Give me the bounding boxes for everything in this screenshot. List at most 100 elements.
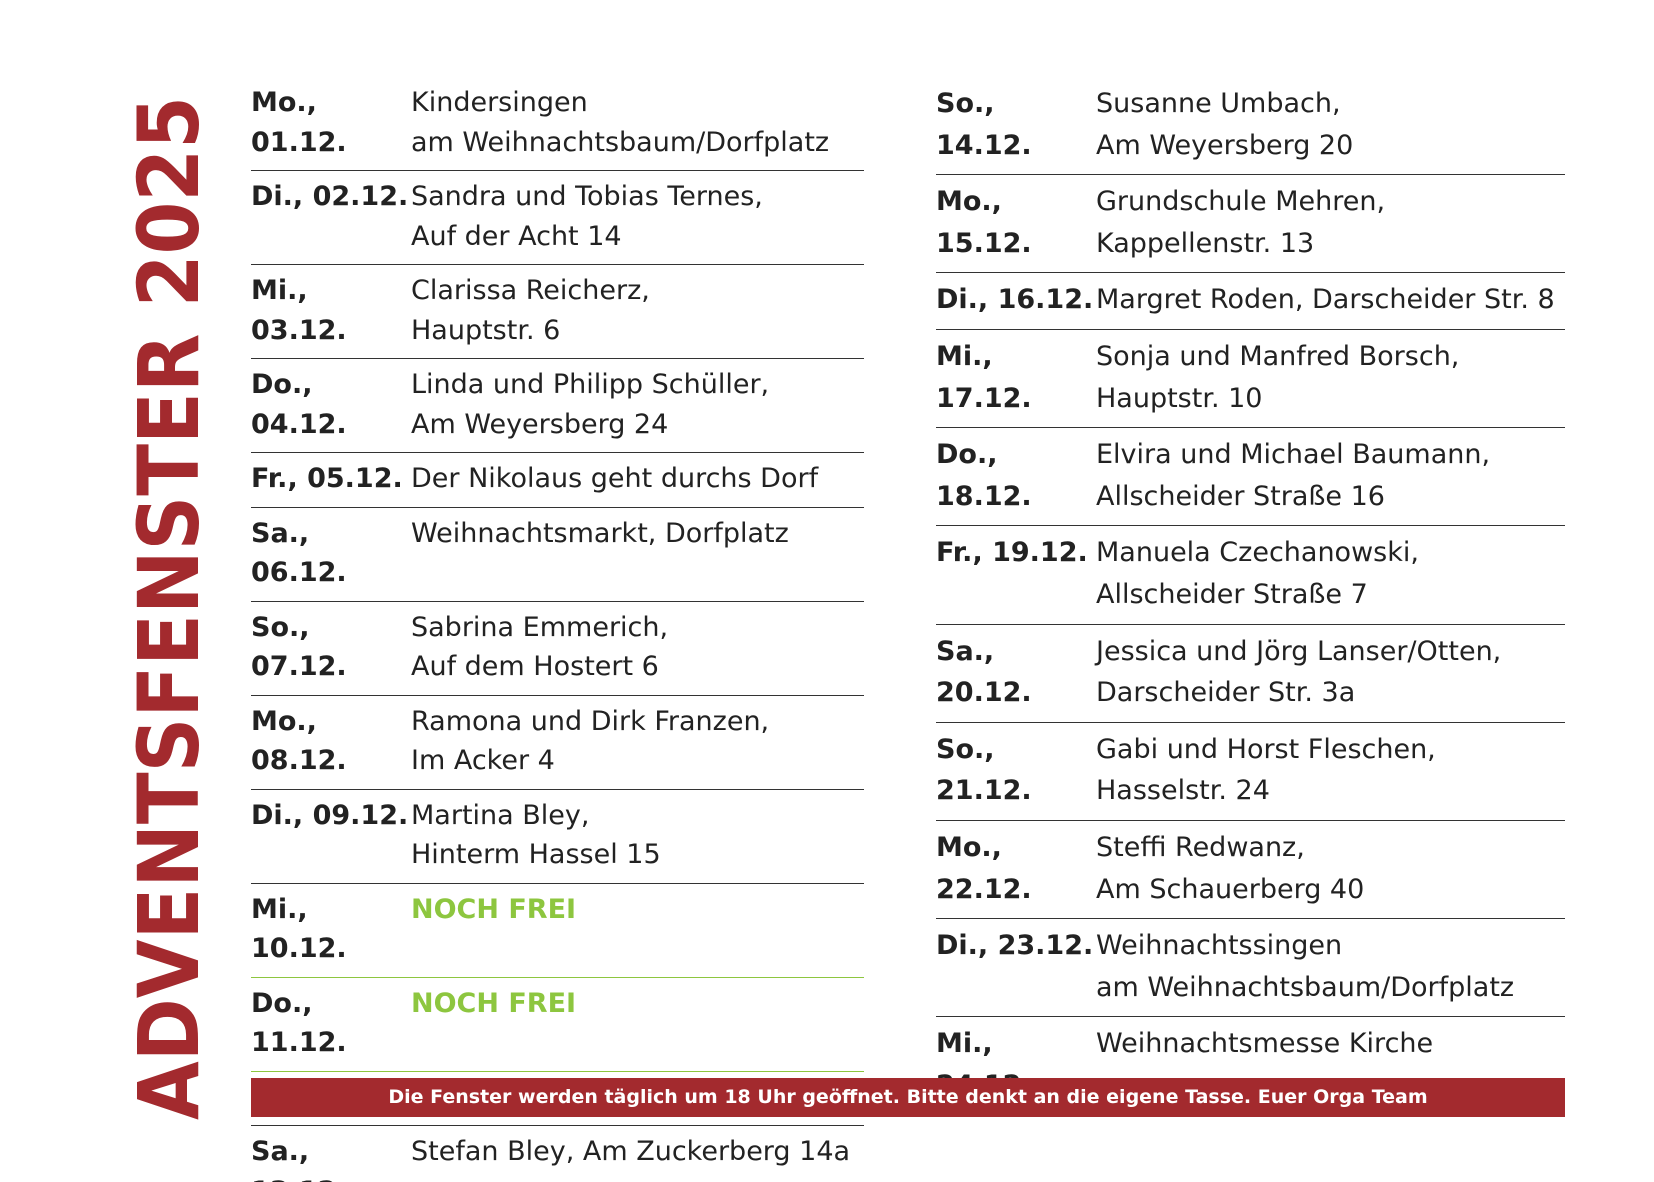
entry-line: Hauptstr. 10 — [1096, 382, 1263, 414]
entry-line: Weihnachtsmesse Kirche — [1096, 1028, 1434, 1060]
entry-date: Sa., 13.12. — [251, 1136, 347, 1182]
entry-row: So., 07.12. Sabrina Emmerich, Auf dem Host… — [251, 602, 864, 696]
entry-line: Auf dem Hostert 6 — [411, 651, 659, 682]
entry-line: Am Weyersberg 24 — [411, 408, 669, 440]
entry-date: Mi., 17.12. — [936, 340, 1032, 414]
entry-text: Steffi Redwanz, Am Schauerberg 40 — [1096, 827, 1364, 910]
entry-row: Di., 02.12. Sandra und Tobias Ternes, Auf … — [251, 171, 864, 265]
column: Mo., 01.12. Kindersingen am Weihnachtsbaum… — [251, 77, 864, 1182]
entry-line: am Weihnachtsbaum/Dorfplatz — [411, 126, 830, 158]
entry-row: Di., 23.12. Weihnachtssingen am Weihnachts… — [936, 919, 1565, 1018]
entry-date: Mo., 08.12. — [251, 705, 347, 777]
entry-text: Jessica und Jörg Lanser/Otten, Darscheide… — [1096, 631, 1501, 714]
entry-row: Sa., 20.12. Jessica und Jörg Lanser/Otten… — [936, 625, 1565, 723]
entry-date: Di., 16.12. — [936, 284, 1094, 316]
entry-line: Sandra und Tobias Ternes, — [411, 181, 763, 212]
entry-line: Margret Roden, Darscheider Str. 8 — [1096, 284, 1555, 316]
entry-text: Sandra und Tobias Ternes, Auf der Acht 14 — [411, 177, 763, 256]
entry-text: Gabi und Horst Fleschen, Hasselstr. 24 — [1096, 729, 1436, 812]
entry-row: Mi., 17.12. Sonja und Manfred Borsch, Haup… — [936, 330, 1565, 429]
entry-line: Clarissa Reicherz, — [411, 275, 650, 306]
entry-date: Di., 23.12. — [936, 930, 1094, 962]
entry-row: Fr., 05.12. Der Nikolaus geht durchs Dorf — [251, 453, 864, 508]
entry-date: Do., 18.12. — [936, 439, 1032, 512]
entry-date: Do., 04.12. — [251, 369, 347, 440]
entry-date: Mi., 10.12. — [251, 893, 347, 965]
entry-text: Weihnachtssingen am Weihnachtsbaum/Dorfpl… — [1096, 925, 1514, 1008]
entry-row: Sa., 06.12. Weihnachtsmarkt, Dorfplatz — [251, 508, 864, 602]
entry-line: Hasselstr. 24 — [1096, 775, 1270, 807]
entry-row: Mo., 15.12. Grundschule Mehren, Kappellens… — [936, 175, 1565, 274]
entry-line: Am Schauerberg 40 — [1096, 873, 1365, 905]
entry-line: Stefan Bley, Am Zuckerberg 14a — [411, 1136, 851, 1167]
column: So., 14.12. Susanne Umbach, Am Weyersberg … — [936, 77, 1565, 1114]
entry-row: Di., 16.12. Margret Roden, Darscheider St… — [936, 273, 1565, 330]
entry-text: Ramona und Dirk Franzen, Im Acker 4 — [411, 702, 769, 781]
entry-text: Susanne Umbach, Am Weyersberg 20 — [1096, 83, 1353, 166]
entry-text: Martina Bley, Hinterm Hassel 15 — [411, 796, 661, 875]
entry-text: Linda und Philipp Schüller, Am Weyersberg… — [411, 365, 769, 444]
entry-date: Mo., 15.12. — [936, 186, 1032, 259]
entry-row: Di., 09.12. Martina Bley, Hinterm Hassel 1… — [251, 790, 864, 884]
title-area: ADVENTSFENSTER 2025 — [120, 96, 218, 1120]
entry-line: Steffi Redwanz, — [1096, 831, 1305, 863]
entry-date: Sa., 06.12. — [251, 517, 347, 589]
entry-line: Weihnachtsmarkt, Dorfplatz — [411, 517, 789, 549]
entry-text: Weihnachtsmesse Kirche — [1096, 1023, 1433, 1106]
entry-line: Am Weyersberg 20 — [1096, 129, 1354, 161]
entry-text: Kindersingen am Weihnachtsbaum/Dorfplatz — [411, 83, 829, 162]
entry-line: Sabrina Emmerich, — [411, 611, 669, 643]
entry-line: am Weihnachtsbaum/Dorfplatz — [1096, 971, 1515, 1003]
entry-date: Do., 11.12. — [251, 987, 347, 1059]
footer: Die Fenster werden täglich um 18 Uhr geö… — [251, 1078, 1565, 1117]
entry-row: Mo., 22.12. Steffi Redwanz, Am Schauerberg… — [936, 821, 1565, 920]
entry-line: Elvira und Michael Baumann, — [1096, 439, 1491, 471]
entry-row: Mi., 03.12. Clarissa Reicherz, Hauptstr. 6 — [251, 265, 864, 359]
entry-line: Susanne Umbach, — [1096, 88, 1341, 119]
entry-line: Grundschule Mehren, — [1096, 186, 1386, 218]
entry-line: Ramona und Dirk Franzen, — [411, 705, 770, 737]
entry-row: Mo., 08.12. Ramona und Dirk Franzen, Im Ac… — [251, 696, 864, 790]
entry-line: Linda und Philipp Schüller, — [411, 369, 770, 400]
entry-text: NOCH FREI — [411, 890, 576, 969]
entry-line: Auf der Acht 14 — [411, 220, 622, 252]
entry-line: Der Nikolaus geht durchs Dorf — [411, 463, 819, 494]
entry-line: Gabi und Horst Fleschen, — [1096, 733, 1436, 765]
entry-row: Do., 11.12. NOCH FREI — [251, 978, 864, 1072]
entry-date: Mo., 01.12. — [251, 87, 347, 158]
entry-date: So., 14.12. — [936, 88, 1032, 161]
entry-line: Martina Bley, — [411, 799, 590, 831]
entry-line: Weihnachtssingen — [1096, 930, 1343, 962]
entry-text: Manuela Czechanowski, Allscheider Straße … — [1096, 532, 1419, 615]
entry-text: NOCH FREI — [411, 984, 576, 1063]
entry-row: Do., 18.12. Elvira und Michael Baumann, Al… — [936, 428, 1565, 527]
entry-text: Der Nikolaus geht durchs Dorf — [411, 459, 818, 499]
entry-line: NOCH FREI — [411, 987, 577, 1019]
entry-line: Allscheider Straße 16 — [1096, 480, 1385, 512]
entry-line: Jessica und Jörg Lanser/Otten, — [1096, 635, 1502, 667]
entry-row: Fr., 19.12. Manuela Czechanowski, Allschei… — [936, 526, 1565, 625]
entry-line: Sonja und Manfred Borsch, — [1096, 340, 1460, 372]
entry-line: NOCH FREI — [411, 893, 577, 925]
entry-line: Kindersingen — [411, 87, 588, 118]
entry-text: Stefan Bley, Am Zuckerberg 14a — [411, 1132, 850, 1182]
entry-line: Kappellenstr. 13 — [1096, 227, 1315, 259]
entry-line: Allscheider Straße 7 — [1096, 578, 1368, 610]
entry-row: Sa., 13.12. Stefan Bley, Am Zuckerberg 14… — [251, 1126, 864, 1182]
entry-text: Clarissa Reicherz, Hauptstr. 6 — [411, 271, 650, 350]
entry-text: Sonja und Manfred Borsch, Hauptstr. 10 — [1096, 336, 1459, 419]
entry-line: Manuela Czechanowski, — [1096, 537, 1419, 569]
entry-date: So., 21.12. — [936, 733, 1032, 807]
entry-line: Im Acker 4 — [411, 745, 555, 776]
entry-row: Mi., 10.12. NOCH FREI — [251, 884, 864, 978]
entry-row: So., 14.12. Susanne Umbach, Am Weyersberg … — [936, 77, 1565, 176]
entry-date: Mi., 03.12. — [251, 275, 347, 346]
entry-row: Mo., 01.12. Kindersingen am Weihnachtsbaum… — [251, 77, 864, 171]
entry-row: So., 21.12. Gabi und Horst Fleschen, Hasse… — [936, 723, 1565, 821]
entry-text: Weihnachtsmarkt, Dorfplatz — [411, 514, 789, 593]
entry-date: Fr., 05.12. — [251, 463, 403, 494]
entry-line: Hinterm Hassel 15 — [411, 839, 661, 870]
entry-text: Margret Roden, Darscheider Str. 8 — [1096, 279, 1555, 321]
entry-line: Hauptstr. 6 — [411, 314, 561, 346]
